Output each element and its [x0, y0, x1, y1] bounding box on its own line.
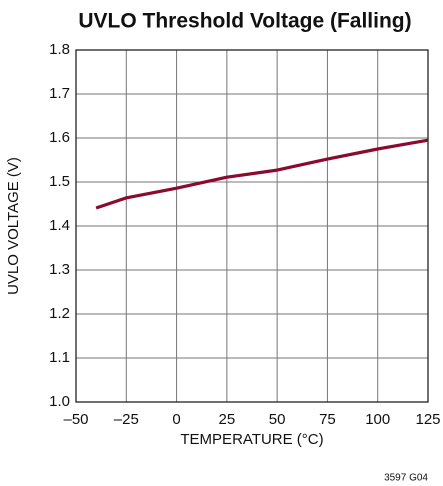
x-tick-label: 0 — [172, 411, 180, 428]
figure-note: 3597 G04 — [384, 473, 428, 484]
y-tick-label: 1.2 — [49, 305, 70, 322]
data-line — [95, 138, 429, 210]
x-tick-label: 100 — [365, 411, 390, 428]
chart-title: UVLO Threshold Voltage (Falling) — [78, 10, 411, 33]
y-axis-label: UVLO VOLTAGE (V) — [5, 157, 22, 295]
y-tick-label: 1.5 — [49, 173, 70, 190]
y-tick-label: 1.7 — [49, 85, 70, 102]
plot-frame — [75, 49, 429, 403]
x-axis-label: TEMPERATURE (°C) — [180, 431, 323, 448]
x-tick-label: 25 — [219, 411, 236, 428]
x-tick-label: 125 — [415, 411, 440, 428]
y-tick-label: 1.0 — [49, 393, 70, 410]
x-tick-label: 75 — [319, 411, 336, 428]
y-tick-label: 1.8 — [49, 41, 70, 58]
y-tick-label: 1.4 — [49, 217, 70, 234]
y-tick-label: 1.3 — [49, 261, 70, 278]
x-tick-label: –25 — [114, 411, 139, 428]
x-tick-label: –50 — [63, 411, 88, 428]
y-tick-label: 1.1 — [49, 349, 70, 366]
x-tick-label: 50 — [269, 411, 286, 428]
y-tick-label: 1.6 — [49, 129, 70, 146]
